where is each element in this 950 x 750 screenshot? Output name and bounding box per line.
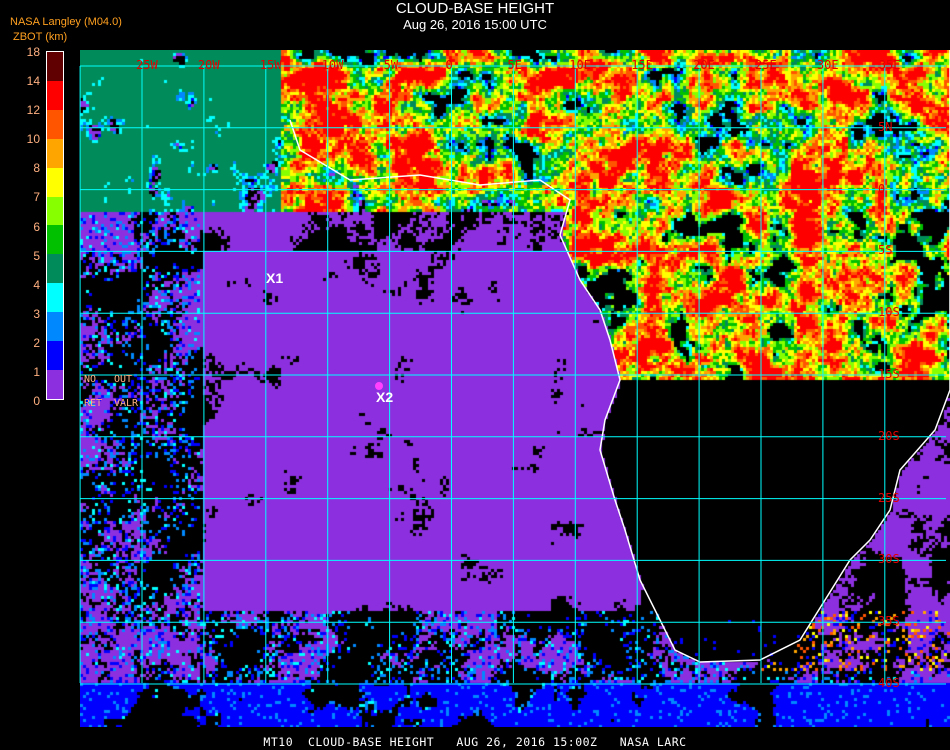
unit-label: ZBOT (km)	[13, 31, 68, 43]
longitude-label: 5W	[383, 58, 399, 72]
no-retrieval-label-2: RET	[84, 398, 103, 409]
color-scale-tick: 3	[33, 306, 40, 321]
color-scale-tick: 5	[33, 248, 40, 263]
coastline	[289, 50, 950, 663]
longitude-label: 25W	[136, 58, 158, 72]
out-of-range-label-2: VALR	[114, 398, 139, 409]
color-scale-tick: 14	[26, 74, 40, 89]
longitude-label: 10W	[321, 58, 344, 72]
longitude-label: 25E	[755, 58, 777, 72]
longitude-label: 0	[445, 58, 453, 72]
latitude-label: 40S	[878, 676, 900, 690]
no-retrieval-label-1: NO	[84, 374, 97, 385]
color-scale-swatch	[47, 196, 63, 226]
color-scale-tick: 8	[33, 161, 40, 176]
latitude-label: 0	[878, 181, 886, 196]
latitude-label: 20S	[878, 428, 900, 443]
longitude-label: 15W	[259, 58, 282, 72]
footer-caption: MT10 CLOUD-BASE HEIGHT AUG 26, 2016 15:0…	[263, 735, 687, 749]
longitude-label: 15E	[631, 58, 653, 72]
latitude-label: 5S	[878, 243, 893, 258]
out-of-range-label-1: OUT	[114, 374, 133, 385]
color-scale-tick: 18	[26, 45, 40, 59]
color-scale-swatch	[47, 138, 63, 168]
source-label: NASA Langley (M04.0)	[10, 16, 122, 28]
map-title: CLOUD-BASE HEIGHT	[395, 0, 555, 17]
color-scale-tick: 2	[33, 335, 40, 350]
color-scale-tick: 1	[33, 364, 40, 379]
latitude-label: 35S	[878, 614, 900, 629]
color-scale-swatch	[47, 109, 63, 139]
color-scale-swatch	[47, 341, 63, 371]
longitude-label: 10E	[569, 58, 591, 72]
color-scale-swatch	[47, 370, 63, 399]
latitude-label: 10S	[878, 305, 900, 320]
map-timestamp: Aug 26, 2016 15:00 UTC	[403, 17, 547, 32]
color-scale-swatch	[47, 283, 63, 313]
latitude-label: 15S	[878, 367, 900, 381]
color-scale-tick: 12	[26, 103, 40, 118]
color-scale-tick: 10	[26, 132, 40, 147]
marker-x2-dot	[375, 382, 383, 390]
color-scale-swatch	[47, 51, 63, 81]
color-scale-swatch	[47, 80, 63, 110]
color-scale-tick: 0	[33, 394, 40, 408]
color-scale-tick: 6	[33, 219, 40, 234]
latitude-label: 25S	[878, 490, 900, 505]
longitude-label: 5E	[507, 58, 522, 72]
color-scale-swatch	[47, 312, 63, 342]
longitude-label: 30E	[816, 58, 839, 72]
longitude-label: 20E	[693, 58, 715, 72]
color-scale-tick: 4	[33, 277, 40, 292]
cloud-base-height-map	[80, 50, 950, 727]
marker-x1: X1	[266, 270, 284, 286]
color-scale-swatch	[47, 254, 63, 284]
longitude-label: 35E	[878, 58, 901, 72]
color-scale-tick: 7	[33, 190, 40, 205]
color-scale-bar	[46, 51, 64, 400]
latitude-label: 30S	[878, 552, 900, 567]
color-scale-swatch	[47, 225, 63, 255]
latitude-label: 5N	[878, 119, 893, 134]
marker-x2: X2	[376, 389, 394, 405]
longitude-label: 20W	[197, 58, 220, 72]
color-scale-swatch	[47, 167, 63, 197]
